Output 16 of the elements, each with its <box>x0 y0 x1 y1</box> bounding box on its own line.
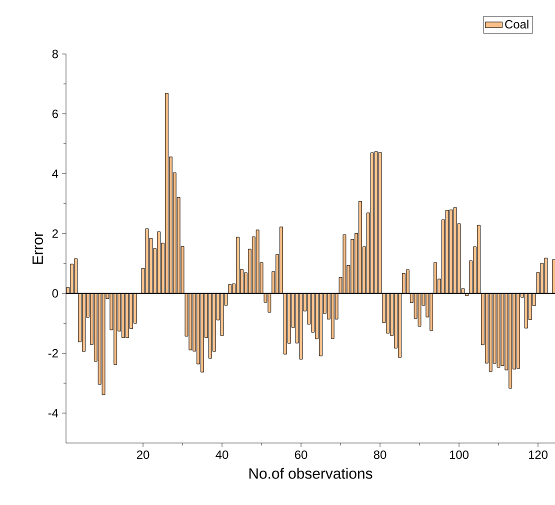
x-tick-label: 120 <box>528 450 548 459</box>
y-tick-label: 4 <box>52 170 58 178</box>
legend-label: Coal <box>505 20 528 29</box>
x-tick-label: 100 <box>450 450 469 459</box>
x-tick-label: 60 <box>294 450 308 459</box>
y-tick-label: 2 <box>52 229 58 238</box>
y-tick-label: 6 <box>52 110 58 118</box>
y-tick-label: 0 <box>52 289 58 298</box>
x-tick-label: 40 <box>216 450 228 459</box>
x-tick-label: 20 <box>136 450 150 459</box>
y-tick-label: -4 <box>48 408 58 418</box>
y-axis-title: Error <box>32 232 44 264</box>
y-tick-label: -2 <box>48 349 58 358</box>
y-tick-label: 8 <box>52 50 58 58</box>
x-axis-title: No.of observations <box>249 468 372 479</box>
x-tick-label: 80 <box>374 450 386 459</box>
